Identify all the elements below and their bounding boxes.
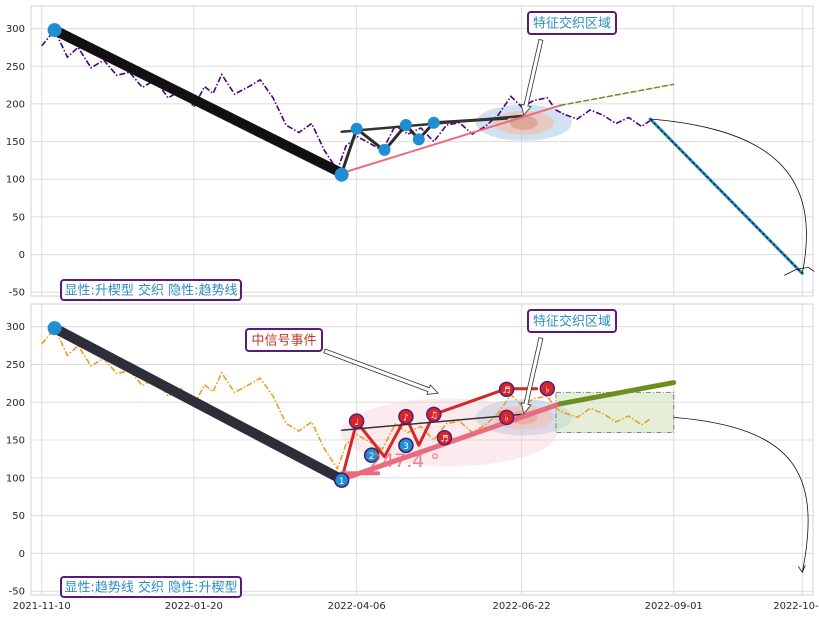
annotation-label: 特征交织区域: [533, 314, 611, 330]
pattern-marker: [350, 122, 363, 135]
annotation-label: 显性:升楔型 交织 隐性:趋势线: [64, 283, 237, 299]
chart-panel-bottom: 300 250 200 150 100 50 0 -50 2021-11-10 2022-01-2…: [6, 303, 819, 612]
pattern-marker: [378, 143, 391, 156]
y-tick-label: -50: [9, 587, 25, 598]
pattern-marker-label: ♪: [403, 413, 409, 423]
pattern-marker: [498, 409, 515, 426]
pattern-marker: [47, 321, 62, 336]
annotation-arrow: [520, 39, 544, 117]
y-tick-label: 100: [6, 175, 25, 186]
price-series-line: [41, 28, 651, 172]
y-tick-label: 0: [19, 549, 25, 560]
trendline: [340, 387, 539, 481]
x-tick-label: 2022-09-01: [645, 601, 703, 612]
annotation-box: [60, 279, 242, 301]
pattern-marker-label: ♫: [430, 411, 438, 421]
x-tick-label: 2022-01-20: [165, 601, 223, 612]
pattern-marker: [426, 406, 442, 423]
y-tick-label: 250: [6, 360, 25, 371]
trendline: [49, 323, 347, 485]
trendline: [340, 104, 562, 175]
annotation-label: 特征交织区域: [533, 16, 611, 32]
pattern-marker: [398, 408, 414, 425]
pattern-marker: [427, 116, 440, 129]
pattern-marker-label: ♩: [355, 418, 359, 428]
annotation-label: 中信号事件: [251, 334, 316, 349]
y-tick-label: 150: [6, 137, 25, 148]
pattern-marker: [412, 133, 425, 146]
y-tick-label: 300: [6, 24, 25, 35]
y-tick-label: 300: [6, 322, 25, 333]
pattern-marker-label: ♭: [505, 414, 509, 424]
pattern-marker: [333, 472, 350, 488]
y-tick-label: 150: [6, 436, 25, 447]
angle-label: 247.4 °: [370, 450, 440, 472]
pattern-marker: [348, 413, 365, 429]
annotation-box: [60, 576, 242, 598]
annotation-box: [527, 309, 617, 333]
annotation-label: 显性:趋势线 交织 隐性:升楔型: [64, 580, 237, 596]
forecast-arrow: [673, 416, 809, 573]
plot-area: [30, 5, 814, 297]
y-tick-label: 200: [6, 99, 25, 110]
pattern-marker: [539, 380, 556, 397]
pattern-marker: [334, 167, 349, 182]
pattern-marker-label: 1: [339, 477, 345, 487]
pattern-marker: [398, 437, 414, 454]
pattern-marker-label: ♭: [545, 385, 549, 395]
y-tick-label: 250: [6, 62, 25, 73]
pattern-marker: [498, 381, 515, 398]
y-tick-label: 100: [6, 473, 25, 484]
pattern-marker-label: 2: [369, 452, 375, 462]
trendline: [557, 380, 677, 407]
annotation-box: [527, 11, 617, 35]
forecast-arrowhead: [797, 565, 806, 574]
y-tick-label: 0: [19, 250, 25, 261]
y-tick-label: 200: [6, 398, 25, 409]
forecast-bracket: [784, 266, 815, 276]
annotation-arrow: [323, 348, 439, 395]
pattern-marker-label: ♬: [440, 435, 448, 445]
trendline-center: [649, 118, 803, 274]
x-tick-label: 2022-06-22: [493, 601, 551, 612]
pattern-marker-label: ♬: [503, 386, 511, 396]
trendline: [340, 413, 523, 431]
annotation-box: [245, 328, 323, 352]
pattern-marker: [399, 119, 412, 132]
x-tick-label: 2022-04-06: [328, 601, 386, 612]
annotation-arrow: [520, 337, 544, 415]
trendline: [559, 83, 675, 107]
x-tick-label: 2021-11-10: [13, 601, 71, 612]
y-tick-label: -50: [9, 288, 25, 299]
x-tick-label: 2022-10-31: [773, 601, 819, 612]
trendline: [49, 25, 347, 179]
pattern-marker-label: 3: [403, 442, 409, 452]
y-tick-label: 50: [12, 212, 25, 223]
forecast-box: [555, 391, 675, 433]
forecast-arrow: [650, 118, 807, 274]
pattern-marker: [363, 447, 380, 463]
pattern-marker: [436, 430, 453, 446]
pattern-marker: [47, 23, 62, 38]
y-tick-label: 50: [12, 511, 25, 522]
